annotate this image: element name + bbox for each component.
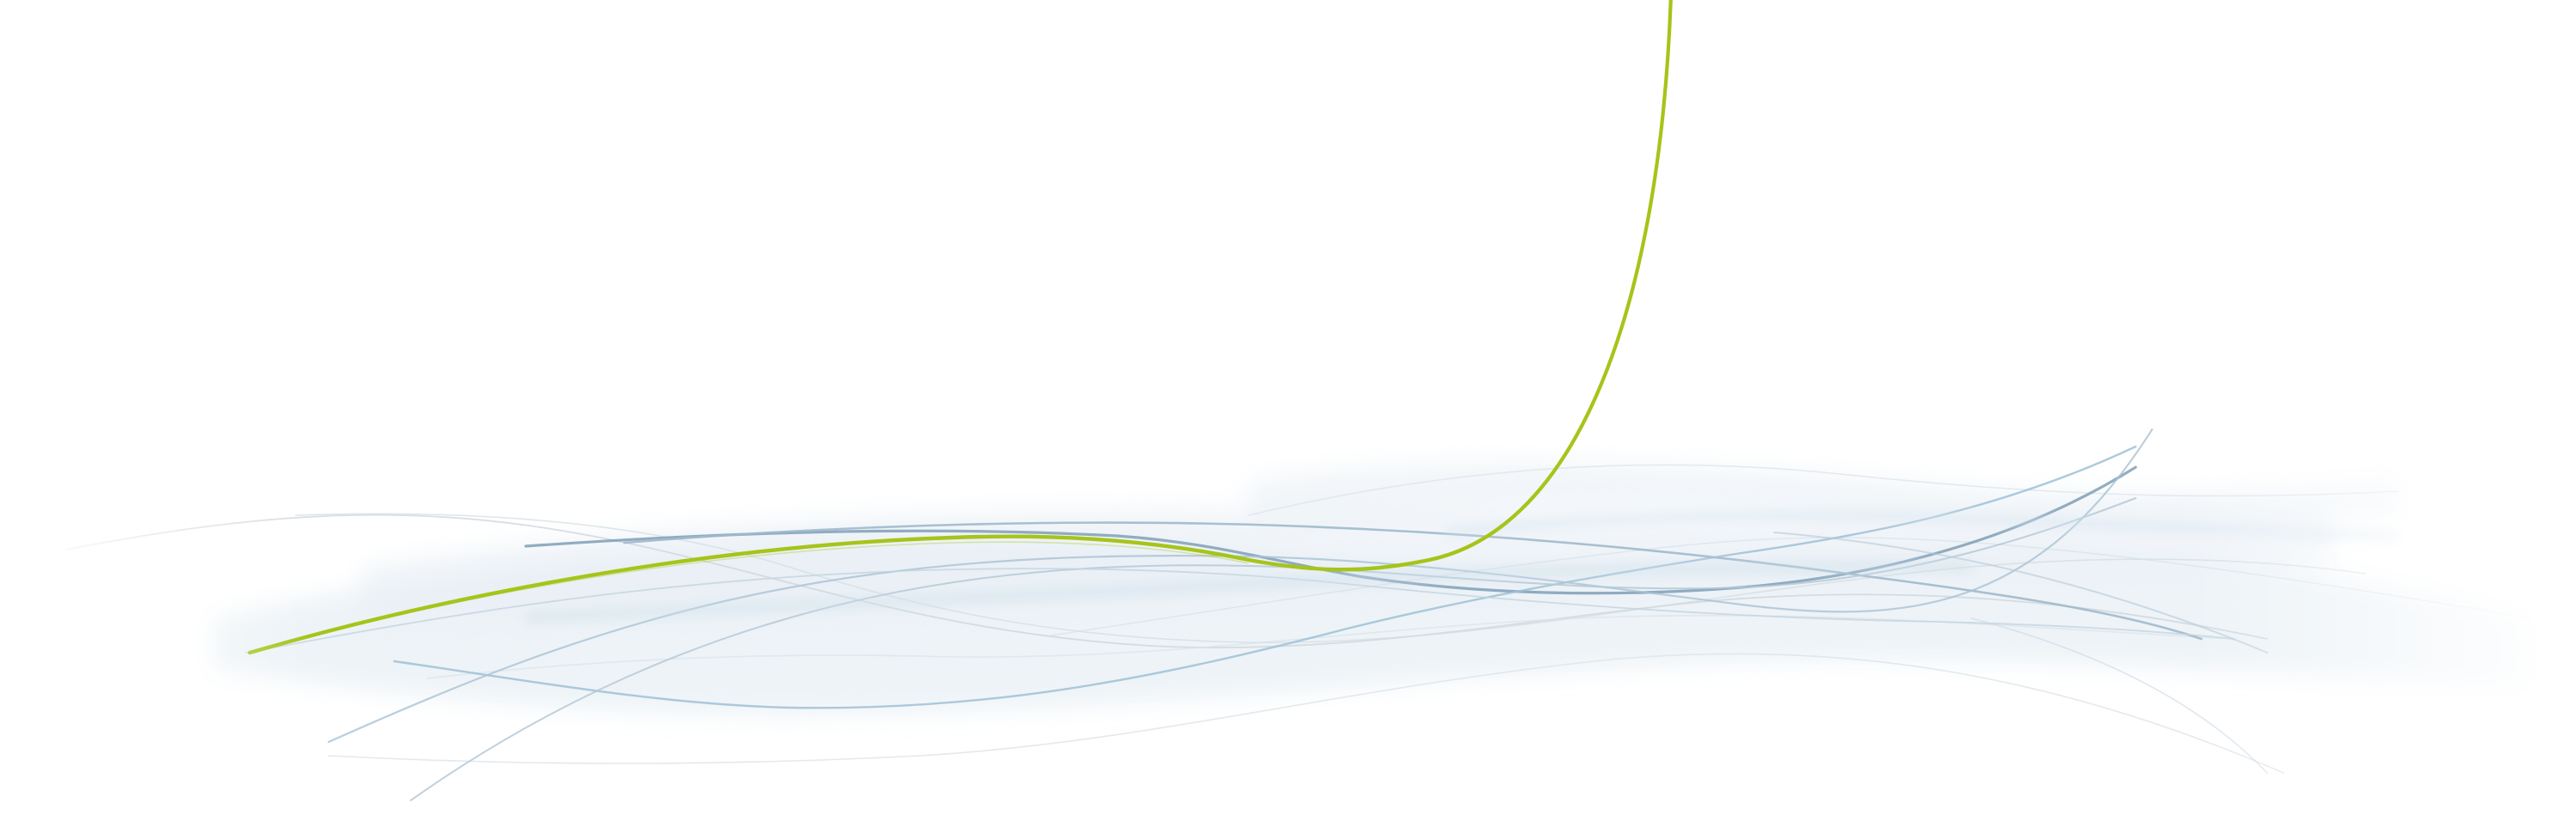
decorative-background <box>0 0 2576 833</box>
edge-fade <box>0 0 2576 833</box>
abstract-waves-graphic <box>0 0 2576 833</box>
